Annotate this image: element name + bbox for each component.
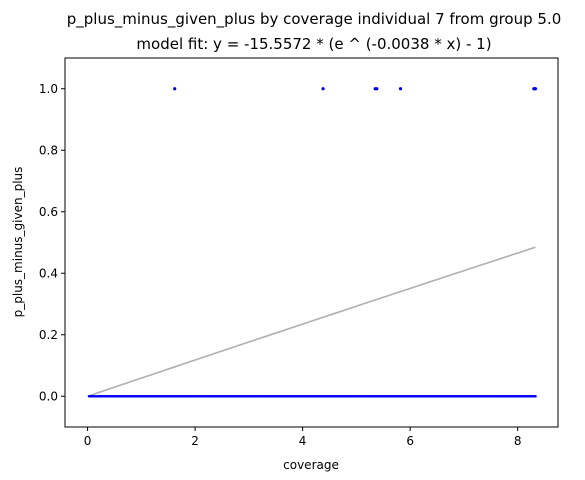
x-tick-label: 6 bbox=[406, 434, 414, 448]
y-tick-label: 0.4 bbox=[39, 266, 58, 280]
data-point bbox=[533, 87, 538, 91]
y-tick-label: 0.6 bbox=[39, 205, 58, 219]
plot-area bbox=[87, 87, 538, 398]
x-tick-label: 0 bbox=[84, 434, 92, 448]
data-point bbox=[173, 87, 177, 91]
y-tick-label: 0.8 bbox=[39, 143, 58, 157]
axis-ticks: 0 2 4 6 8 0.0 0.2 0.4 0.6 0.8 1.0 bbox=[39, 82, 522, 448]
chart-title: p_plus_minus_given_plus by coverage indi… bbox=[67, 10, 562, 29]
x-tick-label: 8 bbox=[514, 434, 522, 448]
axes-frame bbox=[64, 57, 559, 428]
x-tick-label: 4 bbox=[299, 434, 307, 448]
y-tick-label: 0.0 bbox=[39, 389, 58, 403]
fit-line bbox=[87, 246, 536, 398]
chart-subtitle: model fit: y = -15.5572 * (e ^ (-0.0038 … bbox=[136, 35, 491, 53]
data-point bbox=[321, 87, 325, 91]
data-point bbox=[534, 394, 537, 398]
y-axis-label: p_plus_minus_given_plus bbox=[11, 167, 25, 318]
x-tick-label: 2 bbox=[191, 434, 199, 448]
x-axis-label: coverage bbox=[283, 458, 339, 472]
data-point bbox=[398, 87, 403, 91]
data-point bbox=[375, 87, 379, 91]
y-tick-label: 1.0 bbox=[39, 82, 58, 96]
y-tick-label: 0.2 bbox=[39, 328, 58, 342]
